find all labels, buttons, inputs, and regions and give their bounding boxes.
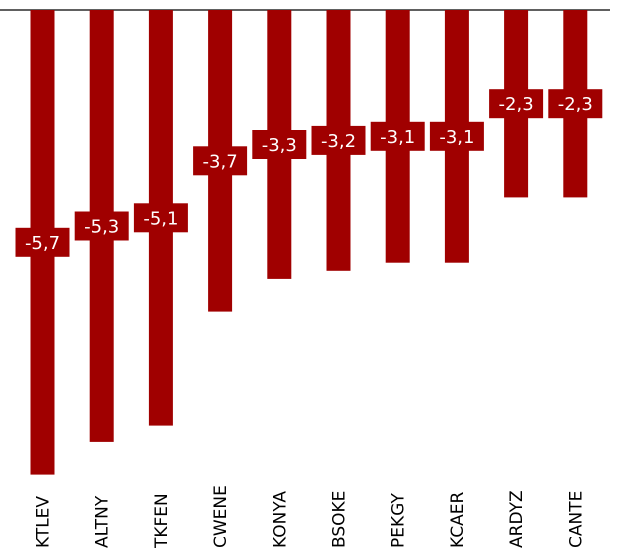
data-label: -3,1 bbox=[380, 127, 415, 148]
data-label: -3,1 bbox=[439, 127, 474, 148]
data-labels-group: -5,7 -5,3 -5,1 -3,7 -3,3 -3,2 -3,1 -3,1 -2,3 -2,3 bbox=[15, 89, 603, 257]
data-label: -2,3 bbox=[558, 94, 593, 115]
category-label: CANTE bbox=[566, 491, 586, 548]
data-label-bg bbox=[311, 125, 366, 155]
category-label: CWENE bbox=[211, 485, 231, 548]
data-label-bg bbox=[15, 227, 70, 257]
data-label: -5,1 bbox=[143, 208, 178, 229]
data-label: -5,7 bbox=[25, 233, 60, 254]
data-label: -3,3 bbox=[262, 135, 297, 156]
data-label-bg bbox=[370, 121, 425, 151]
category-label: BSOKE bbox=[330, 491, 350, 548]
data-label-bg bbox=[429, 121, 484, 151]
category-label: ARDYZ bbox=[507, 490, 527, 548]
data-label-bg bbox=[74, 211, 129, 241]
category-label: KCAER bbox=[448, 492, 468, 548]
data-label-bg bbox=[252, 130, 307, 159]
category-label: ALTNY bbox=[93, 495, 113, 548]
category-label: PEKGY bbox=[389, 493, 409, 548]
category-label: KONYA bbox=[270, 491, 290, 548]
data-label: -3,7 bbox=[203, 151, 238, 172]
data-label-bg bbox=[489, 89, 544, 119]
data-label-bg bbox=[133, 203, 188, 233]
data-label: -2,3 bbox=[499, 94, 534, 115]
data-label-bg bbox=[193, 146, 248, 176]
category-label: KTLEV bbox=[34, 496, 54, 548]
data-label-bg bbox=[548, 89, 603, 119]
data-label: -5,3 bbox=[84, 217, 119, 238]
bars-group bbox=[30, 10, 588, 475]
category-label: TKFEN bbox=[152, 493, 172, 549]
data-label: -3,2 bbox=[321, 131, 356, 152]
category-labels-group: KTLEV ALTNY TKFEN CWENE KONYA BSOKE PEKGY KCAER… bbox=[34, 485, 587, 549]
